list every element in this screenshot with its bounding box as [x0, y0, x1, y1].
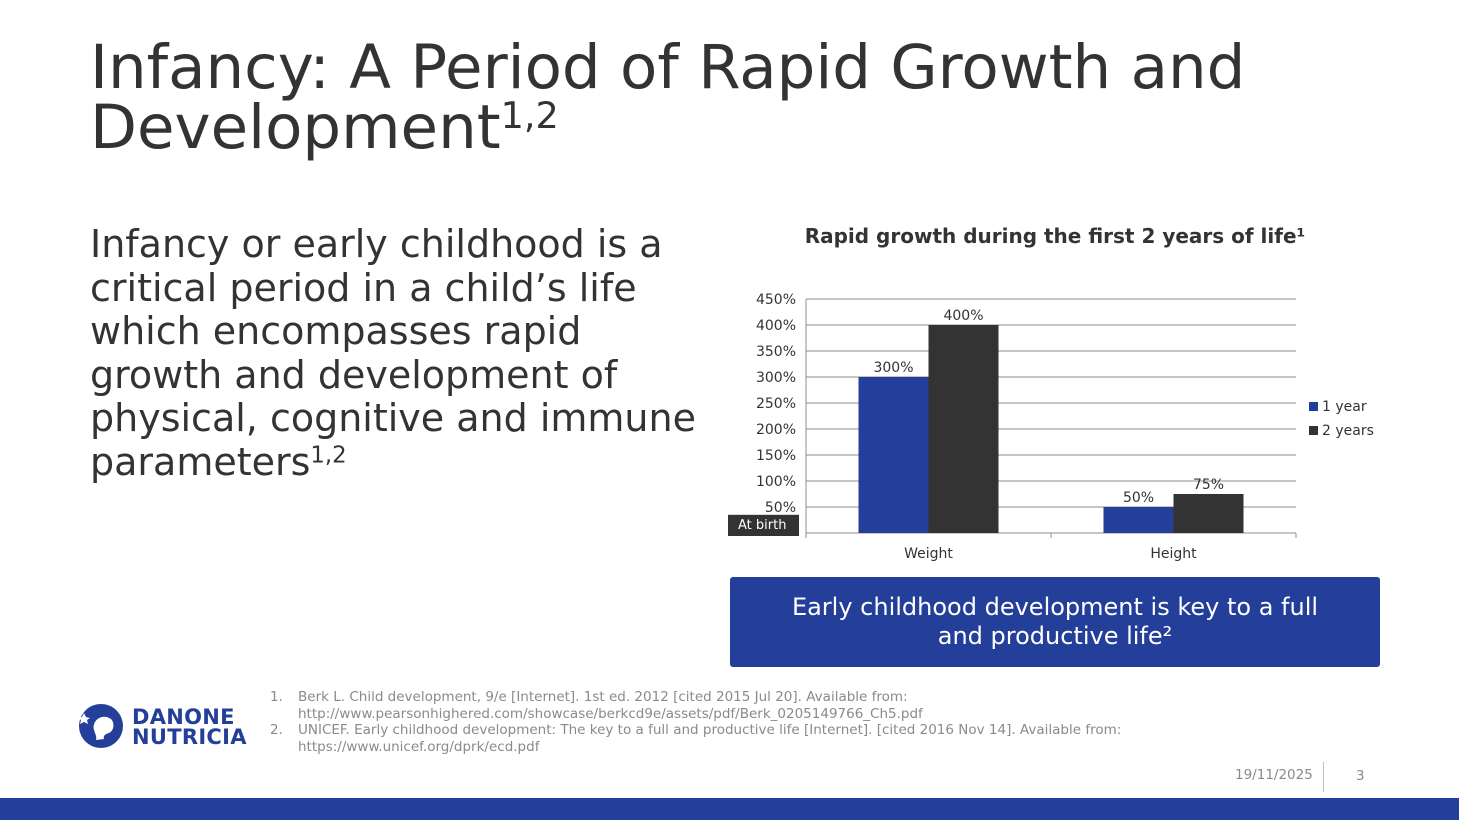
reference-item: 2. UNICEF. Early childhood development: …: [270, 722, 1170, 755]
bar-2-years-height: [1173, 494, 1244, 533]
references-list: 1. Berk L. Child development, 9/e [Inter…: [270, 689, 1170, 755]
data-label: 400%: [943, 308, 983, 324]
y-tick-label: 250%: [756, 396, 796, 412]
danone-nutricia-logo: DANONE NUTRICIA: [78, 703, 247, 751]
reference-text: UNICEF. Early childhood development: The…: [298, 722, 1122, 755]
reference-number: 1.: [270, 689, 283, 705]
body-paragraph-superscript: 1,2: [310, 441, 347, 468]
logo-wordmark: DANONE NUTRICIA: [132, 705, 247, 749]
key-message-callout: Early childhood development is key to a …: [730, 577, 1380, 667]
logo-child-silhouette-icon: [78, 704, 123, 748]
y-tick-label: 200%: [756, 422, 796, 438]
footer-bar: [0, 798, 1459, 820]
logo-line-nutricia: NUTRICIA: [132, 725, 247, 749]
legend-label: 2 years: [1322, 423, 1374, 439]
x-tick-label: Height: [1150, 546, 1197, 562]
bar-2-years-weight: [928, 325, 999, 533]
y-tick-label: 400%: [756, 318, 796, 334]
reference-number: 2.: [270, 722, 283, 738]
reference-text: Berk L. Child development, 9/e [Internet…: [298, 689, 923, 722]
legend-swatch: [1309, 426, 1318, 435]
bar-1-year-weight: [858, 377, 929, 533]
callout-text: Early childhood development is key to a …: [791, 593, 1319, 650]
slide-title: Infancy: A Period of Rapid Growth and De…: [90, 37, 1370, 158]
body-paragraph-text: Infancy or early childhood is a critical…: [90, 222, 696, 484]
at-birth-tag: [728, 514, 799, 536]
y-tick-label: 300%: [756, 370, 796, 386]
data-label: 300%: [873, 360, 913, 376]
body-paragraph: Infancy or early childhood is a critical…: [90, 222, 710, 484]
logo-line-danone: DANONE: [132, 705, 235, 729]
slide-date: 19/11/2025: [1235, 767, 1313, 783]
y-tick-label: 150%: [756, 448, 796, 464]
data-label: 50%: [1123, 490, 1154, 506]
bar-1-year-height: [1103, 507, 1174, 533]
slide-number: 3: [1356, 768, 1365, 784]
x-tick-label: Weight: [904, 546, 953, 562]
legend-label: 1 year: [1322, 399, 1367, 415]
data-label: 75%: [1193, 477, 1224, 493]
legend-swatch: [1309, 402, 1318, 411]
footer-divider: [1323, 762, 1324, 792]
y-tick-label: 450%: [756, 292, 796, 308]
reference-item: 1. Berk L. Child development, 9/e [Inter…: [270, 689, 1170, 722]
chart-title: Rapid growth during the first 2 years of…: [804, 224, 1306, 248]
slide-title-text: Infancy: A Period of Rapid Growth and De…: [90, 32, 1246, 163]
slide-title-superscript: 1,2: [500, 93, 559, 137]
growth-bar-chart: 450% 400% 350% 300% 250% 200% 150% 100% 50% Weigh…: [728, 292, 1374, 562]
y-tick-label: 100%: [756, 474, 796, 490]
y-tick-label: 50%: [765, 500, 796, 516]
at-birth-label: At birth: [738, 518, 786, 533]
y-tick-label: 350%: [756, 344, 796, 360]
